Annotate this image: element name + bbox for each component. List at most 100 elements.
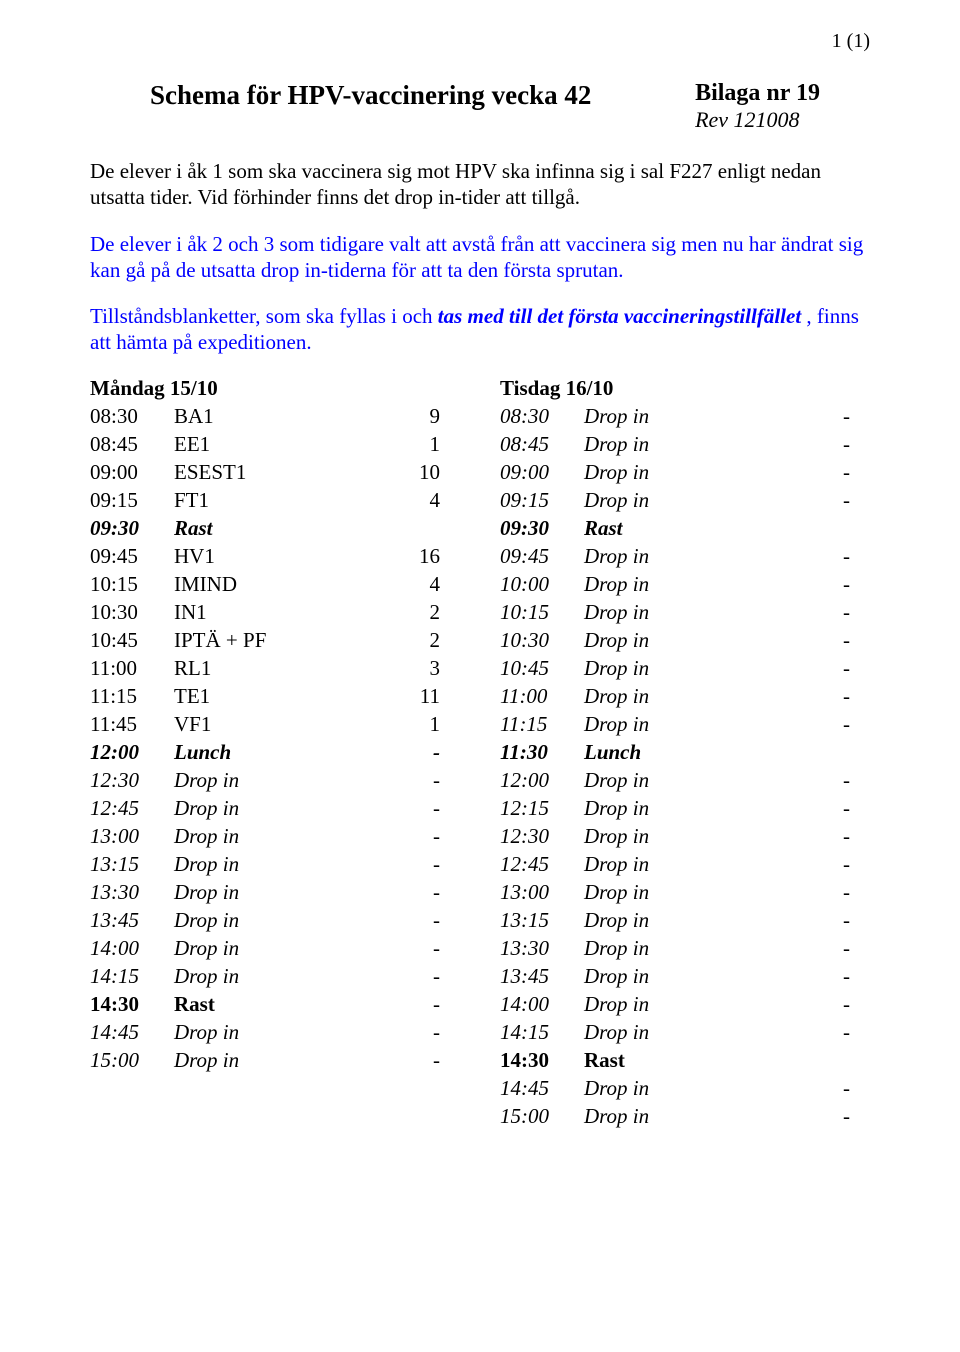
label-cell: Drop in [174,852,400,880]
table-row: 08:45Drop in- [500,432,870,460]
time-cell: 10:45 [500,656,584,684]
count-cell: - [810,572,870,600]
count-cell: - [400,1048,460,1076]
time-cell: 11:00 [90,656,174,684]
time-cell: 12:00 [90,740,174,768]
table-row: 09:45HV116 [90,544,460,572]
table-row: 13:00Drop in- [500,880,870,908]
time-cell: 12:45 [500,852,584,880]
monday-heading: Måndag 15/10 [90,376,460,401]
time-cell: 12:45 [90,796,174,824]
table-row: 14:30Rast [500,1048,870,1076]
time-cell: 14:15 [90,964,174,992]
label-cell: FT1 [174,488,400,516]
count-cell: 2 [400,600,460,628]
label-cell: Drop in [174,768,400,796]
count-cell: - [810,600,870,628]
time-cell: 09:30 [90,516,174,544]
count-cell: - [400,880,460,908]
table-row: 12:30Drop in- [500,824,870,852]
tuesday-heading: Tisdag 16/10 [500,376,870,401]
time-cell: 09:00 [500,460,584,488]
time-cell: 13:00 [500,880,584,908]
count-cell: - [810,684,870,712]
label-cell: HV1 [174,544,400,572]
table-row: 14:15Drop in- [500,1020,870,1048]
count-cell: - [810,852,870,880]
attachment-number: Bilaga nr 19 [695,80,820,107]
time-cell: 10:45 [90,628,174,656]
time-cell: 13:30 [90,880,174,908]
label-cell: Drop in [174,908,400,936]
label-cell: Rast [174,516,400,544]
time-cell: 14:15 [500,1020,584,1048]
count-cell: - [810,1020,870,1048]
label-cell: BA1 [174,404,400,432]
label-cell: Drop in [584,656,810,684]
count-cell: - [810,992,870,1020]
time-cell: 09:00 [90,460,174,488]
table-row: 09:30Rast [500,516,870,544]
label-cell: IMIND [174,572,400,600]
label-cell: Drop in [584,460,810,488]
time-cell: 13:15 [90,852,174,880]
time-cell: 13:15 [500,908,584,936]
table-row: 10:45IPTÄ + PF2 [90,628,460,656]
label-cell: Drop in [584,824,810,852]
time-cell: 14:00 [500,992,584,1020]
count-cell: - [400,824,460,852]
table-row: 13:30Drop in- [500,936,870,964]
time-cell: 13:00 [90,824,174,852]
count-cell [810,1048,870,1076]
table-row: 15:00Drop in- [90,1048,460,1076]
count-cell: - [400,992,460,1020]
count-cell: 9 [400,404,460,432]
label-cell: VF1 [174,712,400,740]
time-cell: 08:30 [90,404,174,432]
label-cell: Drop in [584,544,810,572]
label-cell: Rast [584,516,810,544]
label-cell: TE1 [174,684,400,712]
schedule-tuesday: Tisdag 16/10 08:30Drop in-08:45Drop in-0… [500,376,870,1132]
count-cell: - [810,768,870,796]
label-cell: Drop in [174,824,400,852]
count-cell: - [810,964,870,992]
time-cell: 12:30 [500,824,584,852]
table-row: 10:45Drop in- [500,656,870,684]
label-cell: Drop in [584,628,810,656]
label-cell: RL1 [174,656,400,684]
time-cell: 10:15 [500,600,584,628]
table-row: 14:45Drop in- [500,1076,870,1104]
label-cell: Drop in [584,404,810,432]
time-cell: 14:30 [500,1048,584,1076]
count-cell: 10 [400,460,460,488]
table-row: 12:15Drop in- [500,796,870,824]
label-cell: Drop in [584,1076,810,1104]
count-cell [810,740,870,768]
time-cell: 13:45 [500,964,584,992]
time-cell: 13:45 [90,908,174,936]
table-row: 14:00Drop in- [500,992,870,1020]
count-cell: - [810,628,870,656]
table-row: 14:15Drop in- [90,964,460,992]
table-row: 09:30Rast [90,516,460,544]
count-cell: - [810,460,870,488]
time-cell: 08:45 [500,432,584,460]
label-cell: Lunch [174,740,400,768]
time-cell: 11:30 [500,740,584,768]
monday-table: 08:30BA1908:45EE1109:00ESEST11009:15FT14… [90,404,460,1076]
label-cell: Drop in [584,572,810,600]
count-cell: - [810,880,870,908]
label-cell: Drop in [584,768,810,796]
label-cell: Drop in [584,964,810,992]
time-cell: 09:15 [90,488,174,516]
count-cell: - [400,740,460,768]
time-cell: 10:30 [90,600,174,628]
time-cell: 14:45 [500,1076,584,1104]
time-cell: 12:30 [90,768,174,796]
label-cell: IN1 [174,600,400,628]
table-row: 13:15Drop in- [500,908,870,936]
time-cell: 11:15 [90,684,174,712]
count-cell: - [810,936,870,964]
label-cell: Drop in [174,1020,400,1048]
